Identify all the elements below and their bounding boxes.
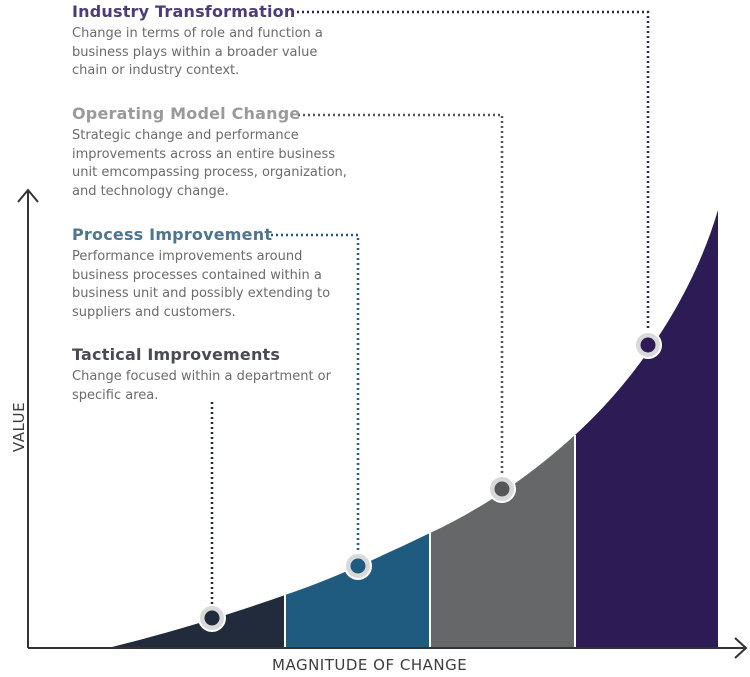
x-axis-label: MAGNITUDE OF CHANGE	[272, 656, 468, 674]
tactical-improvements-title: Tactical Improvements	[72, 345, 281, 364]
x-axis-arrow-icon	[734, 637, 748, 659]
leader-industry-transformation	[292, 10, 650, 332]
leader-process-improvement	[266, 233, 360, 553]
y-axis-label: VALUE	[10, 401, 29, 453]
tactical-improvements-description: Change focused within a department or sp…	[72, 369, 331, 403]
process-improvement-area	[285, 533, 430, 648]
industry-transformation-area	[575, 210, 718, 648]
industry-transformation-title: Industry Transformation	[72, 2, 296, 21]
process-improvement-title: Process Improvement	[72, 225, 273, 244]
operating-model-change-description: Strategic change and performance improve…	[72, 128, 347, 199]
y-axis-arrow-icon	[17, 188, 39, 203]
operating-model-change-title: Operating Model Change	[72, 104, 301, 123]
marker-tactical-improvements	[198, 604, 226, 632]
marker-industry-transformation	[634, 331, 662, 359]
marker-process-improvement	[344, 552, 372, 580]
process-improvement-description: Performance improvements around business…	[72, 249, 331, 320]
tactical-improvements-area	[108, 595, 285, 648]
industry-transformation-description: Change in terms of role and function a b…	[72, 26, 323, 78]
marker-operating-model-change	[488, 475, 516, 503]
operating-model-change-area	[430, 435, 575, 648]
